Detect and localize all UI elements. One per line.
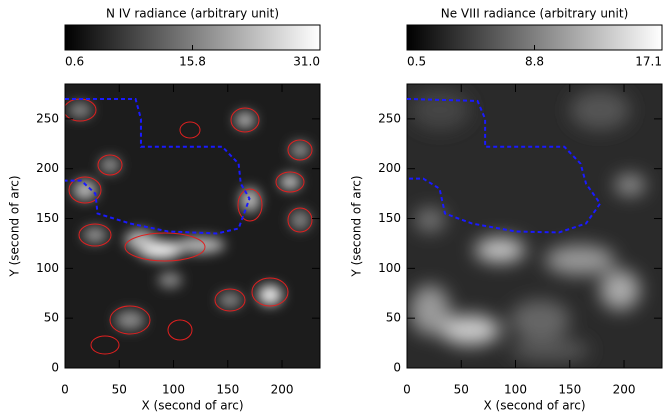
colorbar-tick-label: 0.6 (65, 55, 84, 69)
x-axis-label: X (second of arc) (483, 399, 585, 413)
colorbar-tick-label: 8.8 (525, 55, 544, 69)
image-right (407, 84, 662, 368)
colorbar-tick-label: 0.5 (407, 55, 426, 69)
y-tick-label: 150 (36, 211, 59, 225)
x-tick-label: 100 (162, 383, 185, 397)
y-tick-label: 0 (51, 361, 59, 375)
colorbar-tick-label: 15.8 (179, 55, 206, 69)
x-tick-label: 50 (112, 383, 127, 397)
plot-frame (64, 83, 321, 369)
x-tick-label: 200 (613, 383, 636, 397)
x-tick-label: 50 (454, 383, 469, 397)
y-tick-label: 100 (36, 261, 59, 275)
y-tick-label: 200 (36, 161, 59, 175)
y-tick-label: 50 (44, 311, 59, 325)
y-tick-label: 250 (36, 111, 59, 125)
y-axis-label: Y (second of arc) (8, 175, 22, 277)
colorbar-title: N IV radiance (arbitrary unit) (106, 7, 279, 21)
y-axis-label: Y (second of arc) (350, 175, 364, 277)
x-tick-label: 0 (61, 383, 69, 397)
y-tick-label: 0 (393, 361, 401, 375)
boundary (65, 97, 251, 235)
x-tick-label: 150 (558, 383, 581, 397)
y-tick-label: 50 (386, 311, 401, 325)
x-tick-label: 150 (216, 383, 239, 397)
plot-frame (406, 83, 663, 369)
colorbar-title: Ne VIII radiance (arbitrary unit) (441, 7, 629, 21)
y-tick-label: 250 (378, 111, 401, 125)
colorbar-tick-label: 17.1 (635, 55, 662, 69)
x-tick-label: 100 (504, 383, 527, 397)
image-left (65, 84, 320, 368)
y-tick-label: 200 (378, 161, 401, 175)
colorbar-tick-label: 31.0 (293, 55, 320, 69)
y-tick-label: 150 (378, 211, 401, 225)
x-tick-label: 0 (403, 383, 411, 397)
y-tick-label: 100 (378, 261, 401, 275)
x-tick-label: 200 (271, 383, 294, 397)
x-axis-label: X (second of arc) (141, 399, 243, 413)
